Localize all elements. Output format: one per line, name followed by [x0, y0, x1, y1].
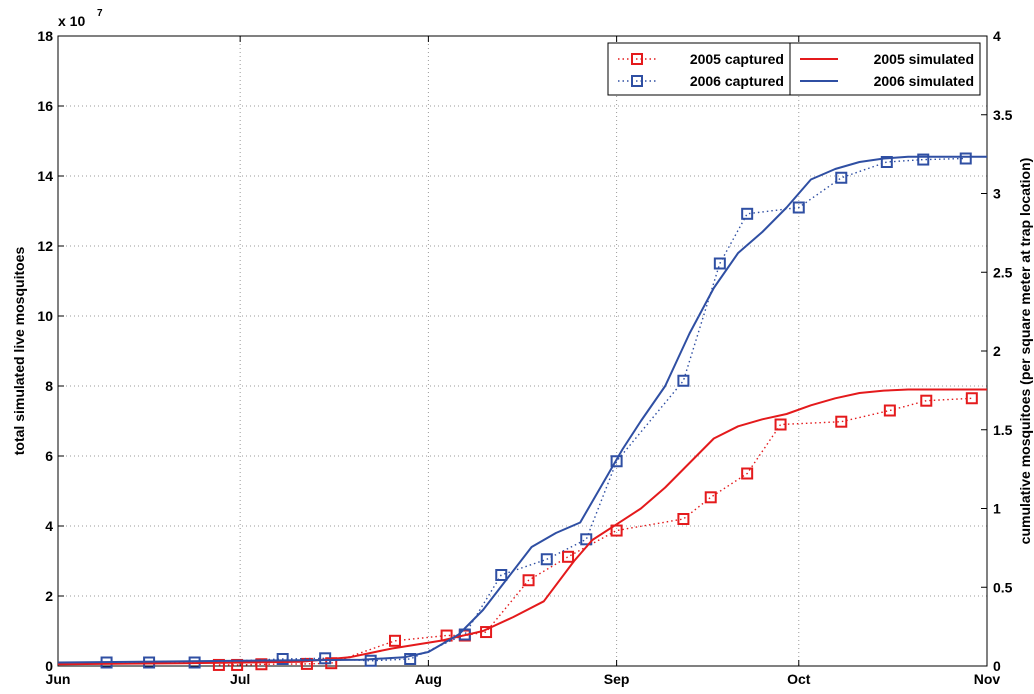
- data-point: [792, 201, 805, 214]
- y2-tick-label: 2.5: [993, 264, 1013, 280]
- y-exponent-base: x 10: [58, 13, 85, 29]
- data-point: [364, 654, 377, 667]
- data-point: [212, 658, 225, 671]
- legend-label: 2006 simulated: [874, 73, 974, 89]
- y2-tick-label: 0.5: [993, 579, 1013, 595]
- y2-tick-label: 3.5: [993, 107, 1013, 123]
- series-line-1: [106, 157, 966, 664]
- x-tick-label: Oct: [787, 671, 811, 687]
- legend-label: 2005 simulated: [874, 51, 974, 67]
- series-line-2: [57, 388, 987, 666]
- axis-ticks: Jun Jul Aug Sep Oct Nov02468101214161800.511.…: [37, 28, 1012, 687]
- x-tick-label: Nov: [974, 671, 1001, 687]
- data-point: [300, 657, 313, 670]
- x-tick-label: Jun: [46, 671, 71, 687]
- legend-marker: [631, 53, 643, 65]
- data-point: [880, 156, 893, 168]
- data-point: [741, 467, 754, 480]
- plot-frame: [57, 35, 988, 667]
- x-tick-label: Sep: [604, 671, 630, 687]
- y-tick-label: 18: [37, 28, 53, 44]
- data-point: [495, 569, 508, 581]
- data-point: [713, 257, 726, 270]
- y2-tick-label: 4: [993, 28, 1001, 44]
- data-point: [580, 533, 593, 546]
- y2-axis-label: cumulative mosquitoes (per square meter …: [1017, 158, 1033, 545]
- data-point: [677, 513, 690, 525]
- data-point: [276, 653, 289, 665]
- x-tick-label: Jul: [230, 671, 250, 687]
- data-point: [959, 152, 972, 165]
- y-tick-label: 10: [37, 308, 53, 324]
- y-tick-label: 4: [45, 518, 53, 534]
- data-point: [883, 404, 896, 417]
- data-point: [677, 374, 690, 387]
- y-tick-label: 0: [45, 658, 53, 674]
- y-tick-label: 14: [37, 168, 53, 184]
- y2-tick-label: 3: [993, 186, 1001, 202]
- data-point: [835, 415, 848, 428]
- y2-tick-label: 2: [993, 343, 1001, 359]
- legend-label: 2006 captured: [690, 73, 784, 89]
- legend: 2005 captured 2006 captured 2005 simulated…: [607, 42, 981, 96]
- series-line-0: [218, 397, 972, 666]
- x-tick-label: Aug: [415, 671, 442, 687]
- y-axis-label: total simulated live mosquitoes: [11, 247, 27, 456]
- data-point: [741, 207, 754, 220]
- y2-tick-label: 1.5: [993, 422, 1013, 438]
- legend-marker: [631, 75, 643, 87]
- y2-tick-label: 1: [993, 501, 1001, 517]
- data-point: [835, 171, 848, 184]
- data-point: [920, 394, 933, 407]
- y-tick-label: 16: [37, 98, 53, 114]
- data-point: [540, 553, 553, 566]
- data-point: [774, 418, 787, 431]
- data-point: [562, 550, 575, 563]
- y-tick-label: 8: [45, 378, 53, 394]
- data-point: [522, 574, 535, 587]
- y-tick-label: 6: [45, 448, 53, 464]
- data-point: [388, 634, 401, 647]
- series: [57, 152, 987, 671]
- data-point: [965, 392, 978, 405]
- data-point: [255, 658, 268, 671]
- data-point: [704, 491, 717, 504]
- legend-label: 2005 captured: [690, 51, 784, 67]
- data-point: [917, 153, 930, 166]
- data-point: [404, 653, 417, 665]
- data-point: [610, 455, 623, 468]
- y2-tick-label: 0: [993, 658, 1001, 674]
- legend-box: [789, 42, 981, 96]
- grid: [58, 36, 987, 666]
- y-exponent-power: 7: [97, 8, 103, 19]
- y-tick-label: 2: [45, 588, 53, 604]
- y-tick-label: 12: [37, 238, 53, 254]
- series-line-3: [57, 155, 987, 664]
- data-point: [610, 524, 623, 537]
